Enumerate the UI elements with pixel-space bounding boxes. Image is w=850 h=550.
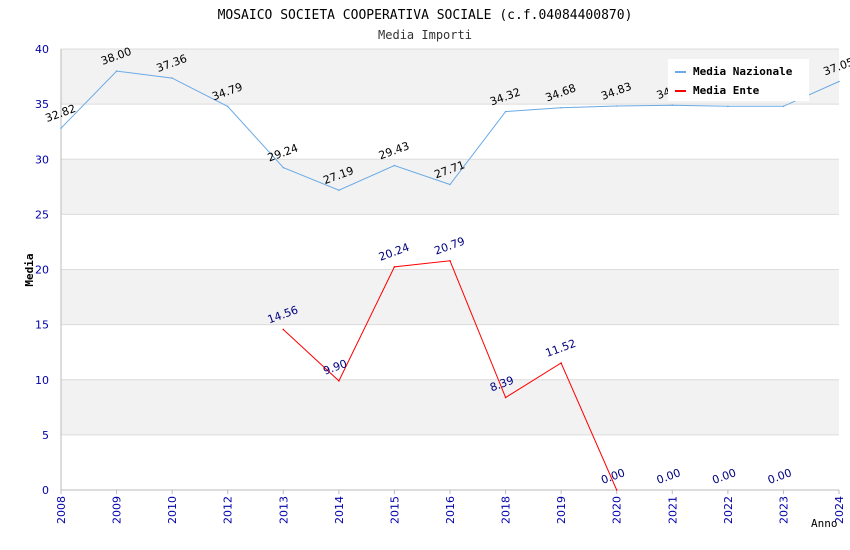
legend: Media Nazionale Media Ente [668,59,809,101]
data-point [560,362,562,364]
x-tick-label: 2018 [500,496,513,524]
plot-band [61,269,839,325]
data-point [282,328,285,331]
y-tick-label: 0 [42,484,49,497]
x-tick-label: 2014 [333,496,346,524]
x-tick-label: 2016 [444,496,457,524]
x-tick-label: 2024 [833,496,846,524]
data-point [338,189,340,192]
y-tick-label: 30 [35,153,49,166]
y-tick-label: 35 [35,98,49,111]
plot-band [61,104,839,160]
plot-band [61,159,839,215]
data-point [615,489,618,491]
data-point [115,70,118,72]
x-tick-label: 2019 [555,496,568,524]
y-axis-label: Media [23,253,36,286]
y-tick-label: 5 [42,429,49,442]
data-point [338,380,340,382]
x-axis-ticks: 2008 2009 2010 2012 2013 2014 2015 2016 2018 2019… [55,490,846,524]
chart-subtitle: Media Importi [378,28,472,42]
y-axis-ticks: 0 5 10 15 20 25 30 35 40 [35,43,49,497]
data-point [727,105,729,108]
data-point [504,110,507,113]
data-point [449,183,451,186]
plot-band [61,379,839,435]
data-point [393,266,396,268]
y-tick-label: 25 [35,208,49,221]
x-tick-label: 2009 [111,496,124,524]
legend-label: Media Nazionale [693,65,793,78]
data-point [560,106,562,109]
y-tick-label: 10 [35,374,49,387]
data-point [671,104,674,107]
x-tick-label: 2010 [166,496,179,524]
legend-box [668,59,809,101]
x-tick-label: 2008 [55,496,68,524]
chart-title: MOSAICO SOCIETA COOPERATIVA SOCIALE (c.f… [218,8,633,23]
data-point [838,80,840,83]
x-tick-label: 2015 [388,496,401,524]
y-tick-label: 20 [35,264,49,277]
data-point [782,105,785,108]
data-point [504,396,507,399]
data-point [171,77,173,79]
x-tick-label: 2023 [777,496,790,524]
y-tick-label: 15 [35,319,49,332]
legend-label: Media Ente [693,84,760,97]
x-axis-label: Anno [811,517,838,530]
x-tick-label: 2021 [666,496,679,524]
x-tick-label: 2013 [277,496,290,524]
data-point [449,259,451,262]
data-point [393,164,396,167]
x-tick-label: 2022 [722,496,735,524]
x-tick-label: 2020 [611,496,624,524]
plot-band [61,434,839,490]
data-point [282,166,285,169]
x-tick-label: 2012 [222,496,235,524]
data-point [60,127,62,129]
plot-band [61,324,839,380]
data-point [226,105,229,108]
data-point [615,105,618,107]
y-tick-label: 40 [35,43,49,56]
